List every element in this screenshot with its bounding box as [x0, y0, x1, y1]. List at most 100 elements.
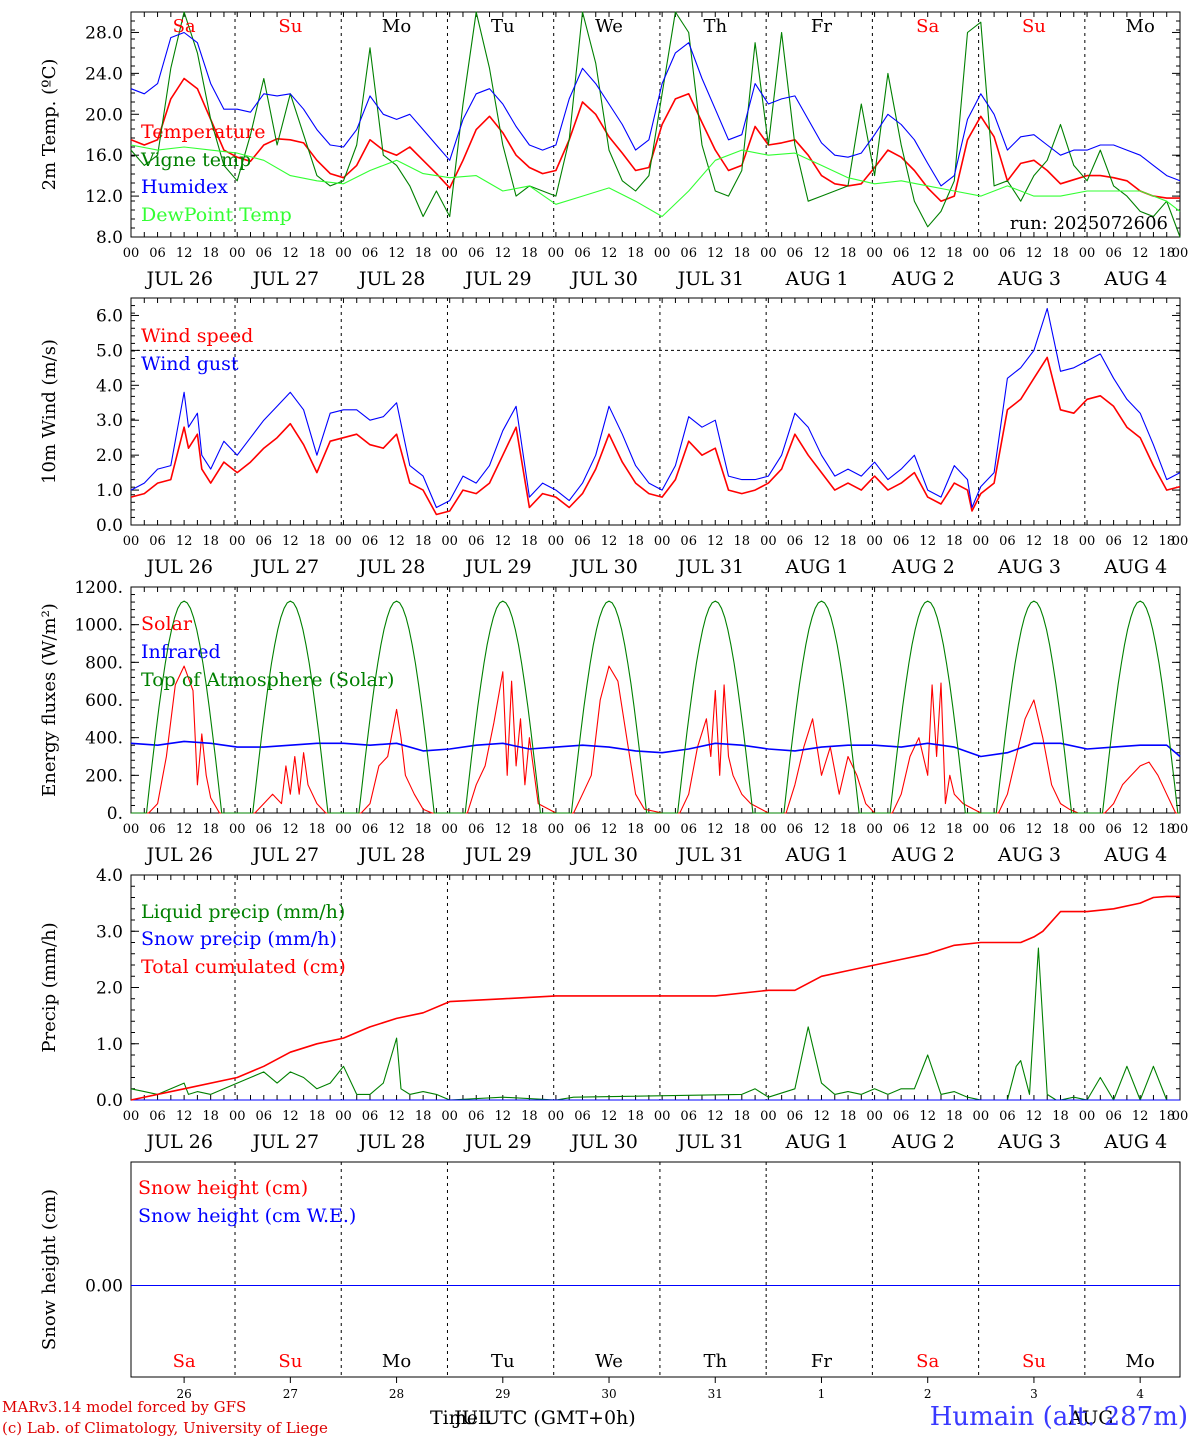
hour-tick-label: 18 — [1052, 1109, 1069, 1124]
hour-tick-label: 12 — [495, 534, 512, 549]
hour-tick-label: 06 — [574, 822, 591, 837]
day-name-label: Th — [703, 1351, 727, 1372]
hour-tick-label: 00 — [866, 246, 883, 261]
day-name-label: Sa — [173, 1351, 196, 1372]
date-label: JUL 28 — [357, 268, 425, 290]
date-label: JUL 31 — [676, 1131, 744, 1153]
hour-tick-label: 00 — [760, 246, 777, 261]
y-axis-title: Energy fluxes (W/m²) — [39, 603, 60, 797]
hour-tick-label: 06 — [468, 534, 485, 549]
hour-tick-label: 00 — [973, 1109, 990, 1124]
hour-tick-label: 06 — [893, 1109, 910, 1124]
run-label: run: 2025072606 — [1010, 213, 1168, 234]
station-label: Humain (alt. 287m) — [929, 1402, 1188, 1432]
hour-tick-label: 12 — [813, 534, 830, 549]
hour-tick-label: 00 — [548, 1109, 565, 1124]
hour-tick-label: 18 — [309, 1109, 326, 1124]
y-tick-label: 0. — [107, 804, 123, 824]
hour-tick-label: 18 — [202, 1109, 219, 1124]
hour-tick-label: 00 — [1079, 534, 1096, 549]
hour-tick-label: 12 — [176, 246, 193, 261]
hour-tick-label: 06 — [893, 534, 910, 549]
hour-tick-label: 00 — [548, 534, 565, 549]
hour-tick-label: 12 — [601, 246, 618, 261]
hour-tick-label: 00 — [1079, 822, 1096, 837]
date-label: AUG 4 — [1103, 1131, 1167, 1153]
series-wind-gust — [130, 307, 1181, 509]
hour-tick-label: 06 — [1105, 246, 1122, 261]
hour-tick-label: 06 — [468, 246, 485, 261]
date-label: JUL 30 — [569, 1131, 637, 1153]
hour-tick-label: 06 — [149, 1109, 166, 1124]
hour-tick-label: 18 — [734, 534, 751, 549]
day-name-label: Su — [1022, 16, 1046, 37]
hour-tick-label: 12 — [601, 1109, 618, 1124]
hour-tick-label: 18 — [1158, 822, 1175, 837]
hour-tick-label: 12 — [495, 246, 512, 261]
hour-tick-label: 00 — [548, 822, 565, 837]
day-number-label: 29 — [495, 1387, 510, 1401]
hour-tick-label: 12 — [1026, 534, 1043, 549]
hour-tick-label: 00 — [866, 534, 883, 549]
legend-entry: Top of Atmosphere (Solar) — [141, 669, 394, 691]
hour-tick-label: 12 — [282, 822, 299, 837]
date-label: AUG 4 — [1103, 844, 1167, 866]
hour-tick-label: 18 — [415, 1109, 432, 1124]
hour-tick-label: 00 — [1079, 246, 1096, 261]
day-name-label: Tu — [491, 16, 515, 37]
plot-frame — [130, 1161, 1181, 1378]
hour-tick-label: 06 — [149, 534, 166, 549]
hour-tick-label: 00 — [229, 534, 246, 549]
y-tick-label: 1000. — [74, 616, 123, 636]
y-tick-label: 600. — [85, 691, 123, 711]
series-solar — [131, 665, 1180, 814]
hour-tick-label: 18 — [946, 534, 963, 549]
hour-tick-label: 12 — [1026, 246, 1043, 261]
date-label: JUL 29 — [463, 268, 531, 290]
hour-tick-label: 18 — [946, 1109, 963, 1124]
hour-tick-label: 00 — [123, 822, 140, 837]
day-name-label: Sa — [916, 16, 939, 37]
panel-1: 8.0 12.0 16.0 20.0 24.0 28.0 2m Temp. (ºC) Temp… — [39, 11, 1188, 290]
date-label: JUL 26 — [144, 556, 212, 578]
y-tick-label: 28.0 — [85, 23, 123, 43]
date-label: JUL 29 — [463, 556, 531, 578]
hour-tick-label: 00 — [654, 822, 671, 837]
y-tick-label: 12.0 — [85, 187, 123, 207]
day-number-label: 4 — [1136, 1387, 1144, 1401]
hour-tick-label: 12 — [388, 1109, 405, 1124]
hour-tick-label: 00 — [441, 1109, 458, 1124]
hour-tick-label: 06 — [256, 246, 273, 261]
hour-tick-label: 00 — [229, 246, 246, 261]
hour-tick-label: 12 — [707, 822, 724, 837]
hour-tick-label: 18 — [734, 1109, 751, 1124]
hour-tick-label: 00 — [1172, 534, 1189, 549]
hour-tick-label: 18 — [202, 534, 219, 549]
hour-tick-label: 12 — [707, 1109, 724, 1124]
legend-entry: Liquid precip (mm/h) — [141, 901, 345, 923]
day-number-label: 2 — [924, 1387, 932, 1401]
day-name-label: Sa — [916, 1351, 939, 1372]
hour-tick-label: 00 — [973, 534, 990, 549]
hour-tick-label: 12 — [176, 822, 193, 837]
hour-tick-label: 06 — [787, 1109, 804, 1124]
y-axis-title: 10m Wind (m/s) — [39, 339, 60, 484]
date-label: JUL 28 — [357, 556, 425, 578]
hour-tick-label: 06 — [999, 1109, 1016, 1124]
hour-tick-label: 06 — [574, 534, 591, 549]
series-liquid-precip-mm-h — [130, 947, 1180, 1101]
legend-entry: Total cumulated (cm) — [141, 956, 346, 978]
hour-tick-label: 06 — [256, 1109, 273, 1124]
hour-tick-label: 00 — [973, 822, 990, 837]
hour-tick-label: 00 — [441, 822, 458, 837]
hour-tick-label: 00 — [973, 246, 990, 261]
day-number-label: 1 — [818, 1387, 826, 1401]
hour-tick-label: 12 — [282, 534, 299, 549]
hour-tick-label: 00 — [654, 534, 671, 549]
hour-tick-label: 12 — [176, 1109, 193, 1124]
hour-tick-label: 18 — [521, 822, 538, 837]
legend-entry: Wind speed — [141, 325, 253, 347]
date-label: JUL 31 — [676, 844, 744, 866]
month-label: AUG — [1068, 1407, 1114, 1429]
hour-tick-label: 12 — [813, 822, 830, 837]
